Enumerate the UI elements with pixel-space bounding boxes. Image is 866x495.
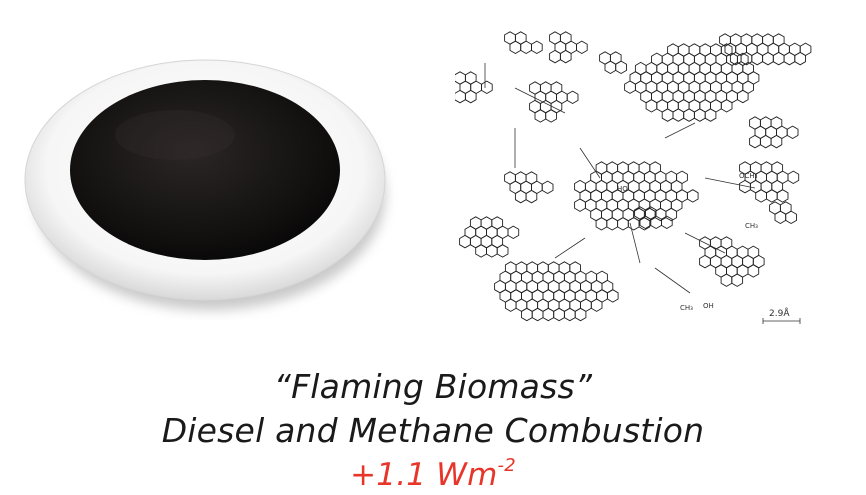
aromatic-ring — [507, 225, 520, 240]
scale-bar: 2.9Å — [762, 307, 801, 324]
fragment-label: HO — [617, 185, 628, 193]
fragment-label: OCH₃ — [739, 172, 758, 180]
aromatic-ring — [541, 180, 554, 195]
aromatic-ring — [686, 189, 699, 203]
aromatic-ring — [514, 189, 527, 204]
aromatic-ring — [553, 307, 565, 322]
aromatic-ring — [531, 40, 543, 55]
aromatic-ring — [576, 40, 588, 55]
soot-structure-diagram: OCH₃ HO CH₃ CH₃ OH 2.9Å — [455, 31, 812, 324]
aromatic-ring — [672, 108, 685, 122]
filter-disc-photo — [24, 59, 386, 310]
aromatic-rings — [455, 31, 812, 322]
fragment-labels: OCH₃ HO CH₃ CH₃ OH — [617, 172, 758, 312]
aromatic-ring — [545, 109, 557, 123]
aromatic-ring — [766, 189, 778, 203]
aromatic-ring — [645, 99, 658, 113]
aromatic-ring — [531, 307, 544, 322]
aromatic-ring — [606, 289, 619, 303]
aromatic-ring — [762, 51, 774, 66]
aromatic-ring — [615, 60, 627, 75]
aromatic-ring — [683, 108, 695, 122]
aromatic-ring — [661, 108, 674, 122]
aromatic-ring — [604, 60, 617, 75]
aromatic-ring — [776, 189, 789, 203]
aromatic-ring — [720, 273, 733, 287]
aromatic-ring — [699, 254, 711, 269]
aromatic-ring — [566, 90, 579, 105]
aromatic-ring — [704, 108, 717, 122]
linker-lines — [484, 63, 756, 294]
aromatic-ring — [638, 217, 651, 231]
aromatic-ring — [521, 307, 533, 322]
aromatic-ring — [520, 40, 532, 55]
aromatic-ring — [787, 170, 800, 185]
aromatic-ring — [751, 51, 764, 66]
forcing-value-text: +1.1 Wm — [350, 457, 498, 493]
aromatic-ring — [624, 80, 636, 94]
aromatic-ring — [481, 80, 493, 95]
aromatic-ring — [731, 273, 744, 287]
aromatic-ring — [747, 264, 760, 278]
fragment-label: OH — [703, 302, 714, 310]
aromatic-ring — [455, 89, 466, 104]
aromatic-ring — [755, 189, 767, 203]
aromatic-ring — [785, 210, 797, 225]
scale-bar-label: 2.9Å — [769, 307, 790, 319]
aromatic-ring — [486, 244, 498, 258]
aromatic-ring — [509, 40, 522, 55]
aromatic-ring — [595, 217, 608, 231]
aromatic-ring — [617, 217, 629, 231]
aromatic-ring — [749, 134, 761, 149]
aromatic-ring — [661, 215, 673, 230]
aromatic-ring — [504, 298, 517, 312]
caption-line-2: Diesel and Methane Combustion — [161, 411, 705, 450]
aromatic-ring — [770, 134, 783, 149]
aromatic-ring — [574, 307, 587, 322]
fragment-label: CH₃ — [745, 222, 758, 230]
aromatic-ring — [549, 49, 561, 64]
aromatic-ring — [720, 99, 733, 113]
aromatic-ring — [542, 307, 555, 322]
fragment-label: CH₃ — [680, 304, 693, 312]
aromatic-ring — [774, 210, 787, 225]
aromatic-ring — [590, 298, 603, 312]
aromatic-ring — [559, 49, 572, 64]
aromatic-ring — [786, 125, 799, 140]
aromatic-ring — [563, 307, 576, 322]
aromatic-ring — [534, 109, 547, 123]
aromatic-ring — [606, 217, 619, 231]
aromatic-ring — [772, 51, 785, 66]
soot-deposit — [70, 80, 340, 260]
aromatic-ring — [783, 51, 796, 66]
aromatic-ring — [496, 244, 509, 258]
aromatic-ring — [759, 134, 772, 149]
aromatic-ring — [475, 244, 487, 258]
aromatic-ring — [464, 89, 477, 104]
aromatic-ring — [574, 198, 586, 212]
aromatic-ring — [794, 51, 806, 66]
aromatic-ring — [525, 189, 538, 204]
forcing-exponent: -2 — [497, 455, 516, 476]
aromatic-ring — [459, 234, 471, 249]
aromatic-ring — [736, 89, 749, 104]
forcing-value: +1.1 Wm-2 — [0, 455, 866, 493]
aromatic-ring — [665, 207, 678, 222]
caption-line-1: “Flaming Biomass” — [273, 367, 593, 406]
aromatic-ring — [693, 108, 706, 122]
